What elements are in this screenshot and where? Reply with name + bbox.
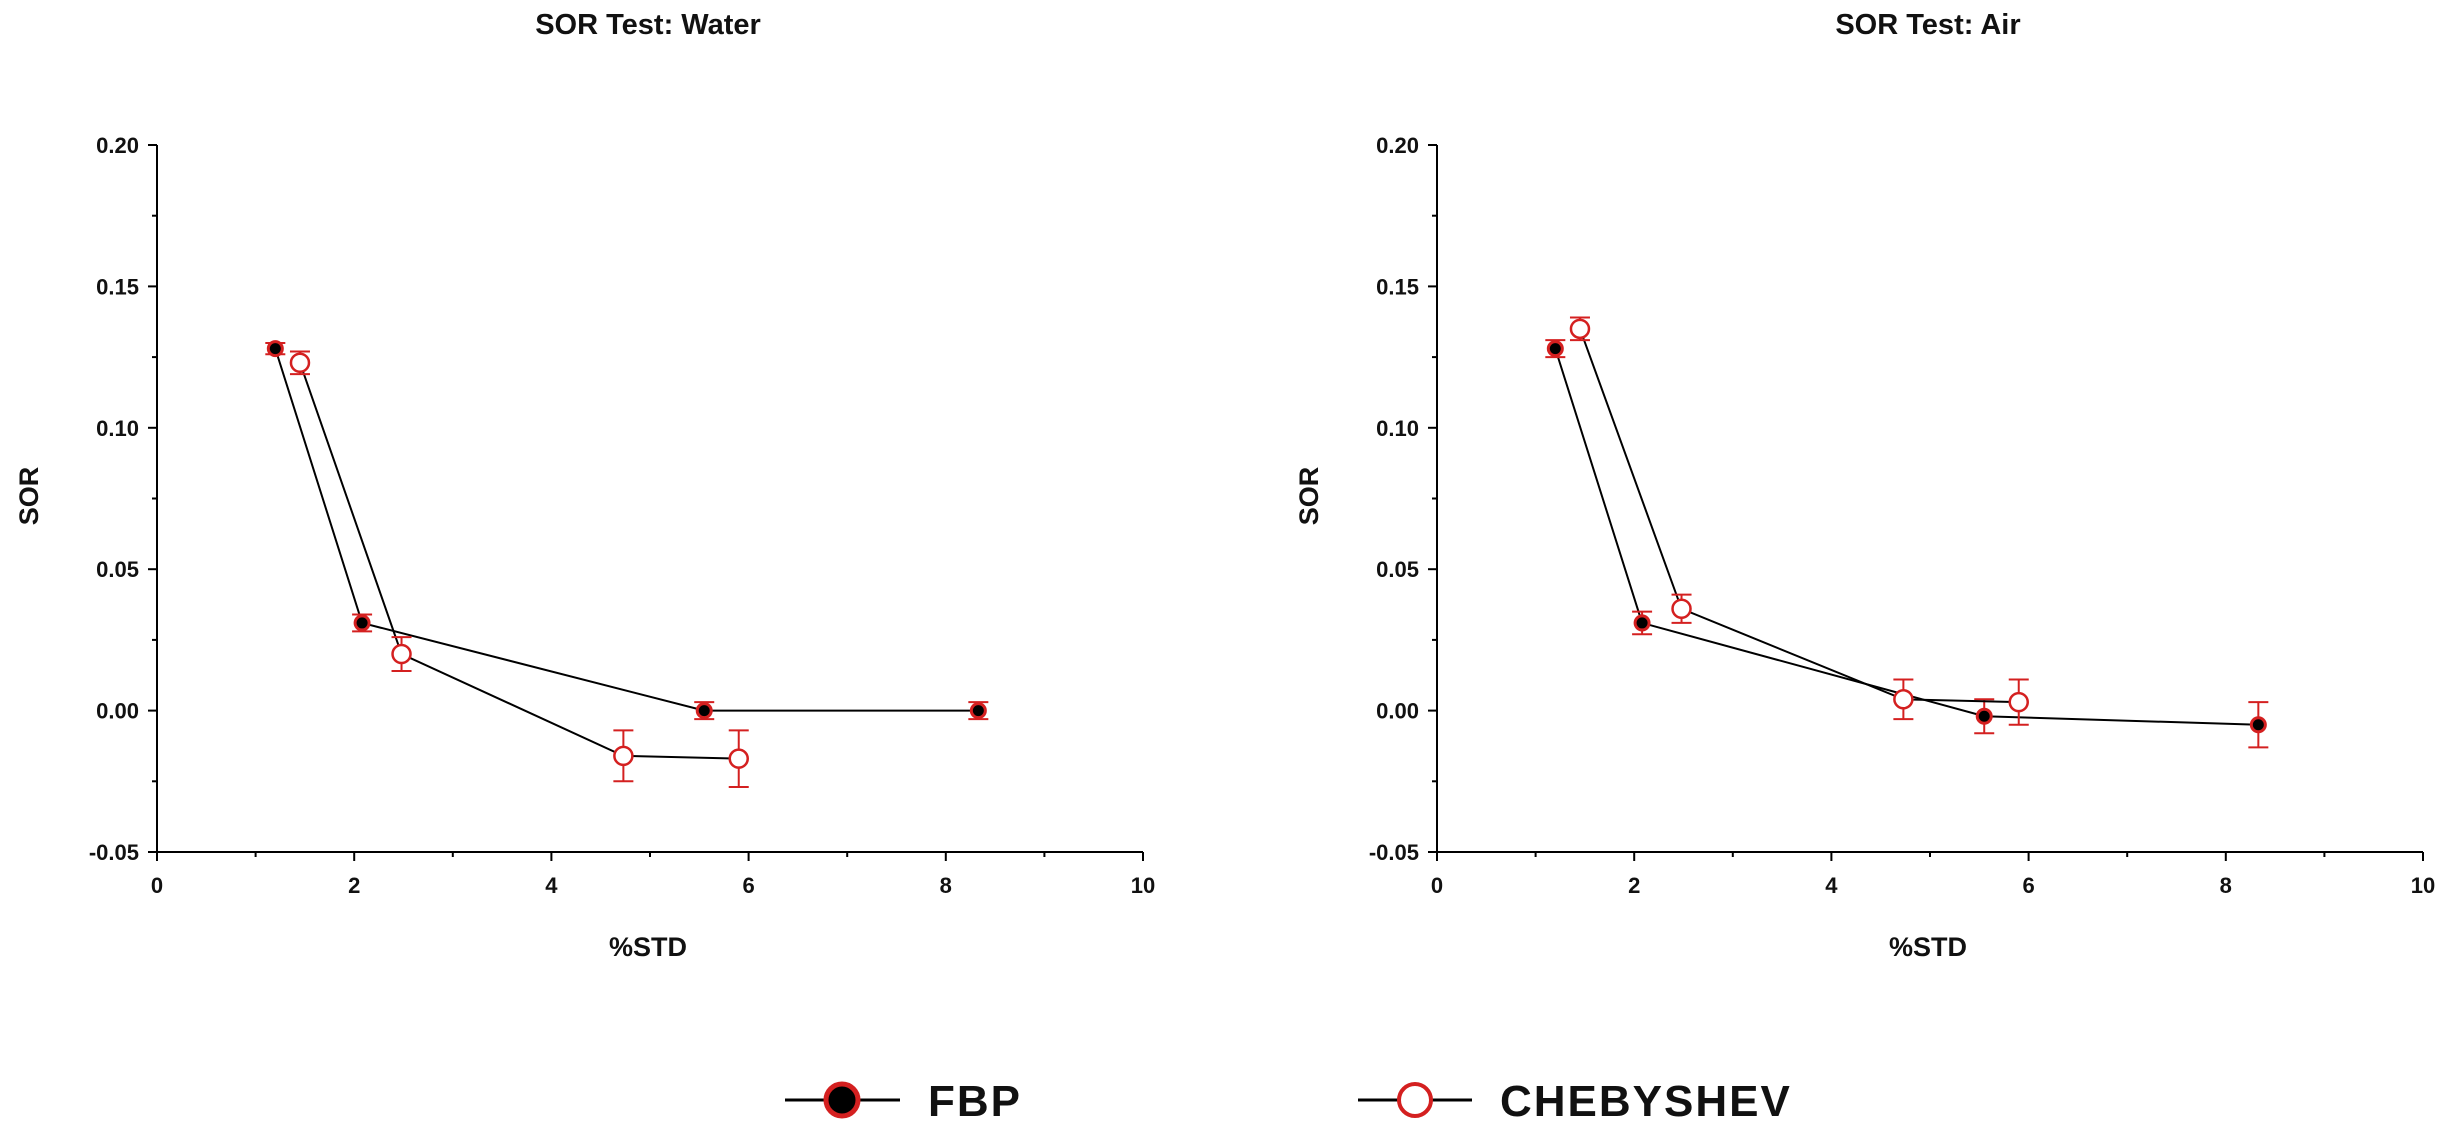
data-point-chebyshev [391,643,412,665]
plot-area: 0 2 4 6 8 10 -0.05 0.00 0.05 0.10 0.15 0.20 [1369,133,2435,898]
y-tick-label: 0.20 [1376,133,1419,158]
data-point-chebyshev [289,352,311,374]
y-tick-label: -0.05 [1369,840,1419,865]
y-tick-label: 0.10 [1376,416,1419,441]
data-point-fbp [2249,716,2267,734]
legend-marker-fbp [823,1081,861,1119]
x-tick-label: 6 [742,873,754,898]
legend-item-chebyshev: CHEBYSHEV [1358,1077,1792,1126]
x-tick-label: 10 [2411,873,2435,898]
y-axis-label: SOR [1294,467,1324,526]
data-point-fbp [1975,707,1993,725]
x-tick-label: 0 [1431,873,1443,898]
y-tick-label: 0.10 [96,416,139,441]
x-tick-label: 6 [2022,873,2034,898]
y-tick-label: 0.00 [96,699,139,724]
legend-label-fbp: FBP [928,1077,1022,1126]
x-tick-label: 10 [1131,873,1155,898]
x-axis-label: %STD [1889,932,1967,962]
y-axis-label: SOR [14,467,44,526]
x-tick-label: 2 [348,873,360,898]
y-tick-label: -0.05 [89,840,139,865]
series-line-chebyshev [299,362,739,760]
data-point-fbp [969,702,987,720]
data-point-fbp [266,340,284,358]
legend-item-fbp: FBP [785,1077,1022,1126]
x-axis-label: %STD [609,932,687,962]
data-point-chebyshev [613,745,634,767]
chart-title: SOR Test: Water [535,9,761,41]
x-tick-label: 2 [1628,873,1640,898]
data-point-chebyshev [2008,691,2029,713]
legend-marker-chebyshev [1397,1082,1433,1118]
x-tick-label: 4 [545,873,558,898]
data-point-fbp [1546,340,1564,358]
series-line-chebyshev [1579,328,2019,704]
data-point-chebyshev [1893,689,1914,710]
data-point-chebyshev [1569,318,1591,340]
y-tick-label: 0.15 [96,274,139,299]
data-point-fbp [695,702,713,720]
data-point-fbp [1633,614,1651,632]
data-point-chebyshev [728,748,749,769]
data-point-fbp [353,614,371,632]
series-line-fbp [1554,348,2259,726]
legend: FBP CHEBYSHEV [785,1077,1792,1126]
data-point-chebyshev [1671,598,1692,620]
chart-air: SOR Test: Air SOR %STD 0 2 4 6 8 10-0.050.000… [1294,9,2435,962]
x-tick-label: 4 [1825,873,1838,898]
plot-area: 0 2 4 6 8 10 -0.05 0.00 0.05 0.10 0.15 0.20 [89,133,1155,898]
series-line-fbp [274,348,979,712]
chart-title: SOR Test: Air [1835,9,2020,41]
x-tick-label: 8 [2220,873,2232,898]
chart-water: SOR Test: Water SOR %STD 0 2 4 6 8 10 -0.05 0.0… [14,9,1155,962]
y-tick-label: 0.05 [1376,557,1419,582]
y-tick-label: 0.00 [1376,699,1419,724]
y-tick-label: 0.05 [96,557,139,582]
legend-label-chebyshev: CHEBYSHEV [1500,1077,1792,1126]
y-tick-label: 0.20 [96,133,139,158]
x-tick-label: 0 [151,873,163,898]
x-tick-label: 8 [940,873,952,898]
y-tick-label: 0.15 [1376,274,1419,299]
